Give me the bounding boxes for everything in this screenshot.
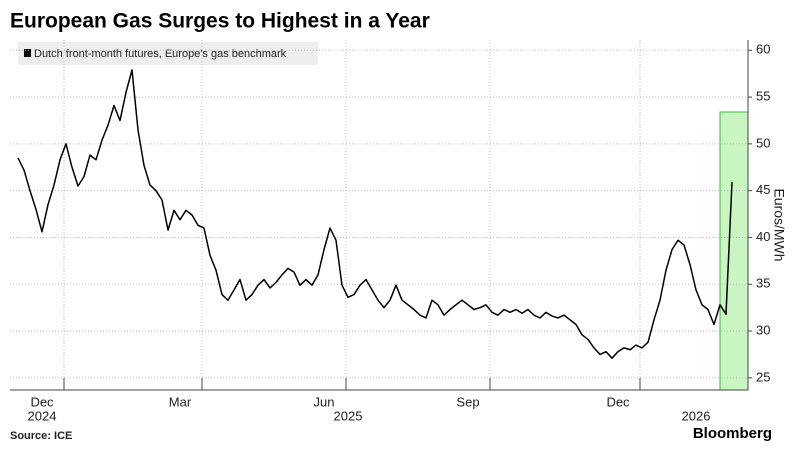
- y-tick-label: 25: [756, 369, 770, 384]
- y-tick-label: 30: [756, 322, 770, 337]
- x-tick-label: Sep: [456, 394, 479, 409]
- highlight: [719, 111, 749, 391]
- legend-label: Dutch front-month futures, Europe's gas …: [34, 48, 287, 60]
- y-tick-label: 60: [756, 42, 770, 57]
- x-tick-label: Dec: [30, 394, 54, 409]
- y-tick-label: 45: [756, 182, 770, 197]
- legend-box: [18, 42, 318, 65]
- line: [17, 69, 733, 359]
- y-axis-label: Euros/MWh: [771, 188, 787, 261]
- x-tick-label: Jun: [314, 394, 335, 409]
- x-tick-label: Dec: [606, 394, 630, 409]
- x-year-label: 2025: [334, 408, 363, 423]
- x-tick-label: Mar: [169, 394, 192, 409]
- y-tick-label: 40: [756, 229, 770, 244]
- source: Source: ICE: [10, 430, 72, 442]
- legend-swatch: [24, 49, 31, 57]
- y-tick-label: 35: [756, 276, 770, 291]
- chart-title: European Gas Surges to Highest in a Year: [10, 10, 430, 33]
- brand: Bloomberg: [693, 425, 772, 442]
- y-tick-label: 55: [756, 89, 770, 104]
- y-tick-label: 50: [756, 135, 770, 150]
- x-year-label: 2026: [682, 408, 711, 423]
- x-year-label: 2024: [28, 408, 57, 423]
